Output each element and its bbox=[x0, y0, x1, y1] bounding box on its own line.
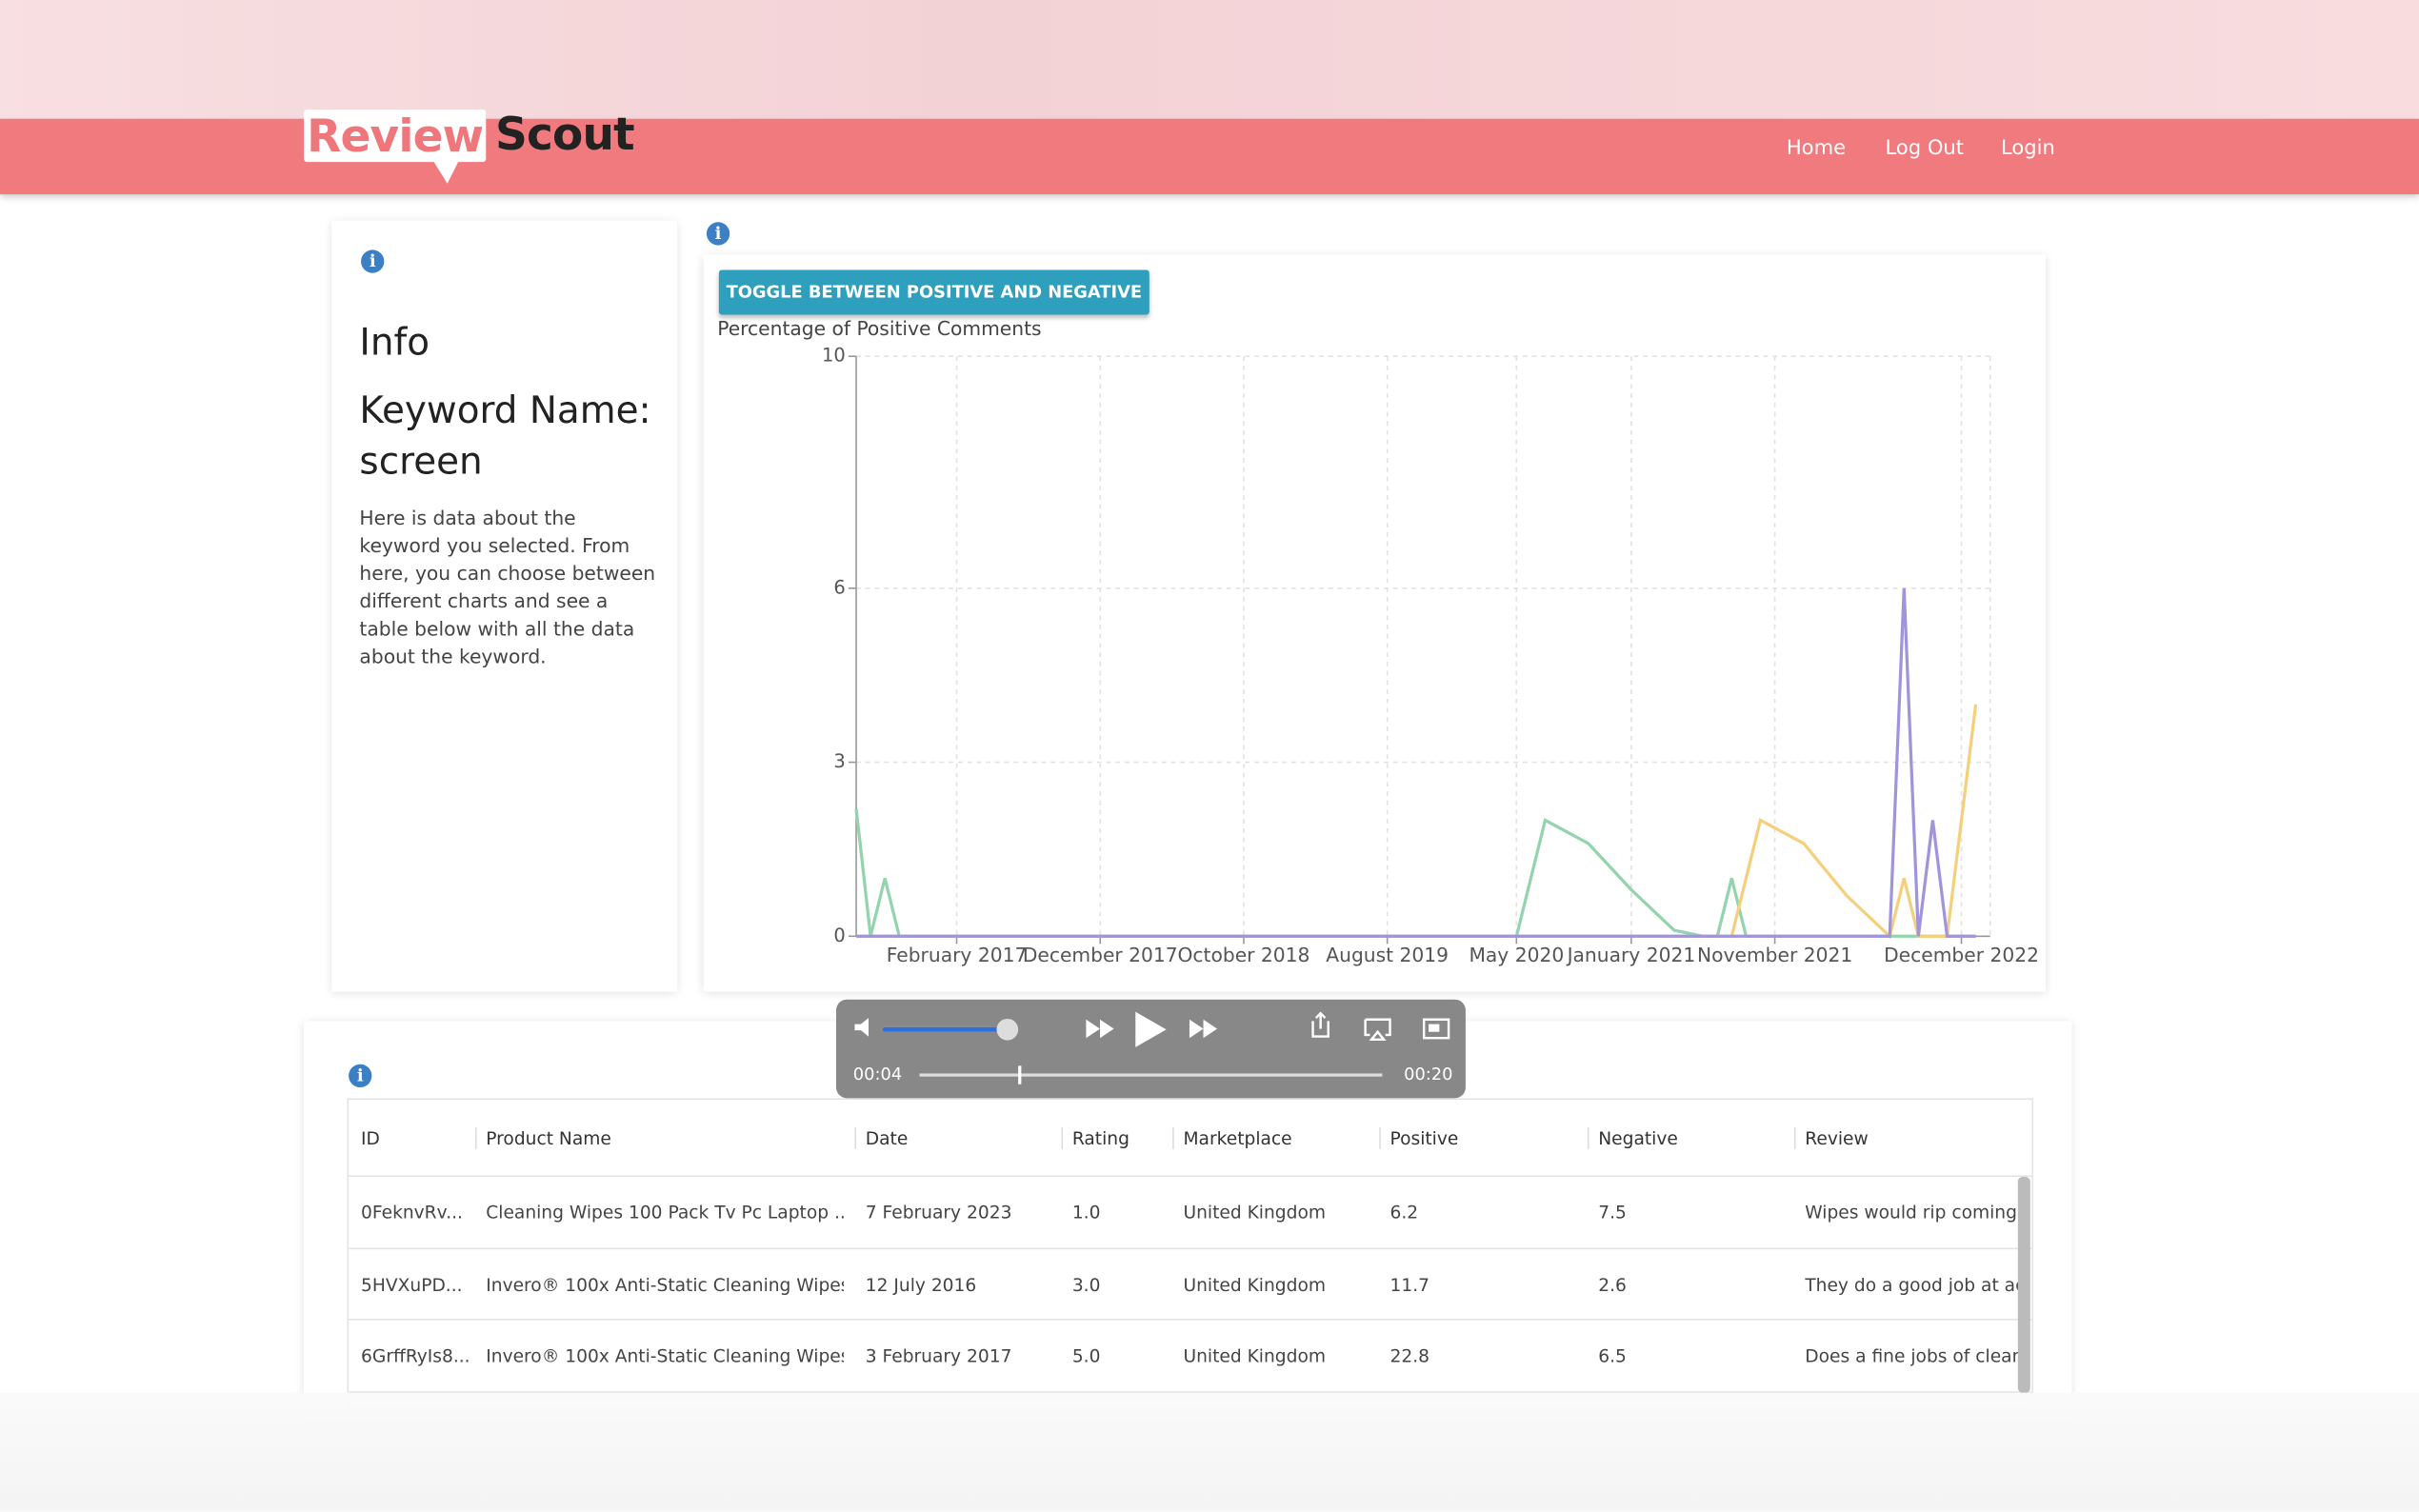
data-line bbox=[856, 704, 1978, 940]
column-separator bbox=[1061, 1127, 1064, 1149]
top-band bbox=[0, 0, 2419, 119]
table-cell: United Kingdom bbox=[1183, 1201, 1327, 1224]
column-separator bbox=[1172, 1127, 1174, 1149]
toggle-button[interactable]: TOGGLE BETWEEN POSITIVE AND NEGATIVE bbox=[718, 269, 1150, 315]
data-line bbox=[854, 808, 1976, 938]
y-tick-label: 0 bbox=[833, 925, 845, 946]
table-cell: 7.5 bbox=[1598, 1201, 1627, 1224]
video-elapsed: 00:04 bbox=[852, 1064, 903, 1084]
x-tick-label: December 2017 bbox=[1023, 944, 1178, 966]
chart-title: Percentage of Positive Comments bbox=[717, 317, 1041, 340]
volume-icon[interactable] bbox=[854, 1018, 870, 1037]
info-description: Here is data about the keyword you selec… bbox=[359, 506, 656, 668]
nav-logout[interactable]: Log Out bbox=[1885, 137, 1965, 161]
logo-review[interactable]: Review bbox=[304, 109, 487, 163]
nav-login[interactable]: Login bbox=[2001, 137, 2055, 161]
column-header: Date bbox=[865, 1127, 909, 1149]
table-cell: 5HVXuPD... bbox=[361, 1273, 463, 1295]
column-separator bbox=[1587, 1127, 1589, 1149]
table-cell: Cleaning Wipes 100 Pack Tv Pc Laptop ... bbox=[486, 1201, 845, 1224]
table-cell: Invero® 100x Anti-Static Cleaning Wipes.… bbox=[486, 1273, 845, 1295]
table: ID Product Name Date Rating Marketplace Posit… bbox=[347, 1098, 2034, 1410]
info-title: Info bbox=[359, 320, 430, 365]
table-cell: United Kingdom bbox=[1183, 1344, 1327, 1367]
table-cell: 6GrffRyIs8... bbox=[361, 1344, 470, 1367]
column-separator bbox=[1379, 1127, 1381, 1149]
info-card bbox=[331, 220, 678, 992]
table-cell: 1.0 bbox=[1071, 1201, 1101, 1224]
column-separator bbox=[474, 1127, 477, 1149]
table-cell: 3.0 bbox=[1071, 1273, 1101, 1295]
table-cell: 22.8 bbox=[1389, 1344, 1430, 1367]
column-separator bbox=[854, 1127, 857, 1149]
row-divider bbox=[349, 1175, 2032, 1177]
table-cell: United Kingdom bbox=[1183, 1273, 1327, 1295]
x-tick-label: February 2017 bbox=[887, 944, 1028, 966]
table-cell: Does a fine jobs of clean bbox=[1805, 1344, 2022, 1367]
keyword-heading: Keyword Name: screen bbox=[359, 388, 651, 484]
table-cell: 11.7 bbox=[1389, 1273, 1430, 1295]
progress-track[interactable] bbox=[919, 1073, 1383, 1077]
row-divider bbox=[349, 1246, 2032, 1249]
rewind-icon[interactable] bbox=[1086, 1019, 1114, 1039]
data-line bbox=[856, 587, 1976, 938]
table-cell: 6.2 bbox=[1389, 1201, 1419, 1224]
logo-scout[interactable]: Scout bbox=[494, 108, 635, 161]
column-header: Positive bbox=[1389, 1127, 1459, 1149]
nav-home[interactable]: Home bbox=[1786, 137, 1847, 161]
x-tick-label: November 2021 bbox=[1697, 944, 1852, 966]
table-cell: 12 July 2016 bbox=[865, 1273, 977, 1295]
column-header: ID bbox=[361, 1127, 380, 1149]
video-icons bbox=[854, 1011, 1450, 1084]
column-header: Marketplace bbox=[1183, 1127, 1292, 1149]
bottom-fade bbox=[0, 1392, 2419, 1512]
column-header: Product Name bbox=[486, 1127, 611, 1149]
row-divider bbox=[349, 1390, 2032, 1392]
x-tick-label: January 2021 bbox=[1566, 944, 1696, 966]
x-tick-label: May 2020 bbox=[1469, 944, 1564, 966]
video-duration: 00:20 bbox=[1404, 1064, 1453, 1084]
table-cell: Invero® 100x Anti-Static Cleaning Wipes.… bbox=[486, 1344, 845, 1367]
chart: Percentage of Positive Comments 0 3 6 10 Feb… bbox=[717, 317, 2039, 966]
table-cell: 2.6 bbox=[1598, 1273, 1627, 1295]
table-cell: 5.0 bbox=[1071, 1344, 1101, 1367]
table-cell: 0FeknvRv... bbox=[361, 1201, 463, 1224]
table-cell: They do a good job at ac bbox=[1805, 1273, 2022, 1295]
y-tick-label: 3 bbox=[833, 750, 845, 772]
table-cell: 6.5 bbox=[1598, 1344, 1627, 1367]
volume-knob[interactable] bbox=[996, 1018, 1019, 1041]
logo-tail bbox=[431, 158, 460, 184]
volume-level bbox=[882, 1026, 1007, 1032]
forward-icon[interactable] bbox=[1189, 1019, 1218, 1039]
x-tick-label: December 2022 bbox=[1884, 944, 2039, 966]
play-icon[interactable] bbox=[1135, 1011, 1167, 1047]
table-cell: 3 February 2017 bbox=[865, 1344, 1012, 1367]
y-tick-label: 10 bbox=[822, 345, 846, 367]
y-tick-label: 6 bbox=[833, 576, 845, 598]
progress-head[interactable] bbox=[1018, 1065, 1022, 1084]
column-header: Rating bbox=[1071, 1127, 1130, 1149]
table-cell: Wipes would rip coming bbox=[1805, 1201, 2017, 1224]
table-cell: 7 February 2023 bbox=[865, 1201, 1012, 1224]
info-icon[interactable]: i bbox=[706, 222, 730, 246]
pip-inner bbox=[1429, 1024, 1440, 1032]
info-icon[interactable]: i bbox=[361, 249, 385, 273]
x-tick-label: August 2019 bbox=[1326, 944, 1449, 966]
column-header: Negative bbox=[1598, 1127, 1678, 1149]
column-separator bbox=[1793, 1127, 1796, 1149]
row-divider bbox=[349, 1319, 2032, 1321]
share-icon[interactable] bbox=[1311, 1011, 1329, 1038]
info-icon[interactable]: i bbox=[349, 1064, 372, 1088]
chart-card bbox=[703, 254, 2046, 992]
video-controls: 00:04 00:20 bbox=[835, 999, 1466, 1099]
x-tick-label: October 2018 bbox=[1178, 944, 1310, 966]
pip-icon[interactable] bbox=[1422, 1018, 1450, 1040]
airplay-icon[interactable] bbox=[1364, 1018, 1391, 1042]
column-header: Review bbox=[1805, 1127, 1869, 1149]
scrollbar[interactable] bbox=[2017, 1176, 2030, 1393]
